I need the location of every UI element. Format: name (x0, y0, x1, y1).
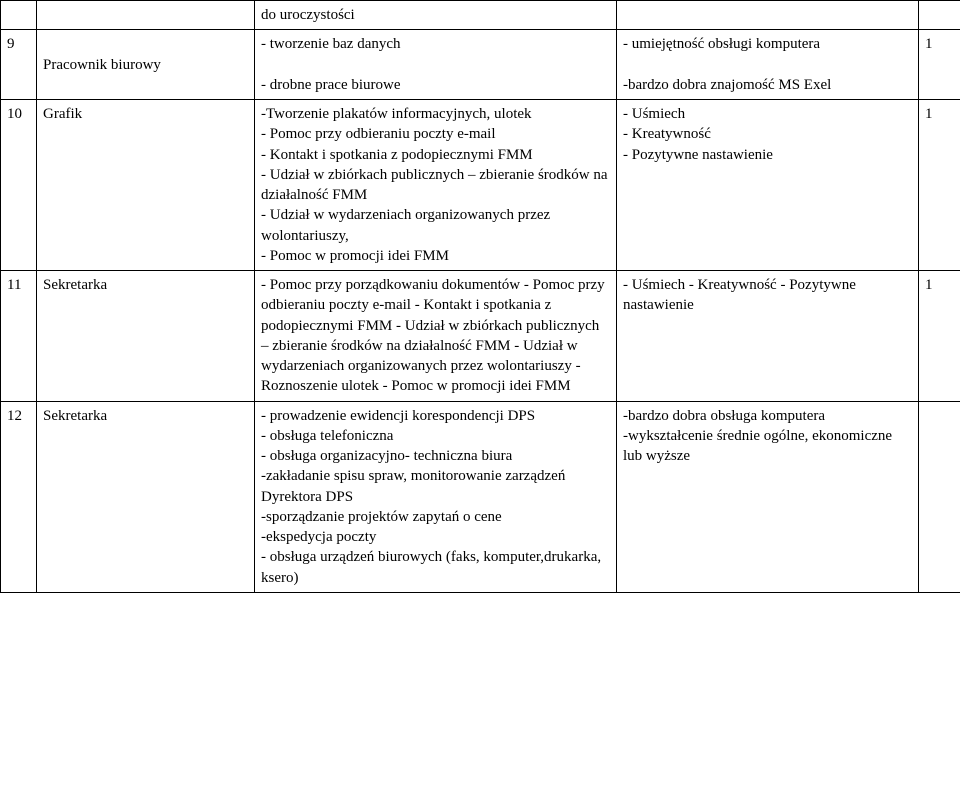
cell-num: 12 (1, 401, 37, 592)
table-row: 10 Grafik -Tworzenie plakatów informacyj… (1, 100, 960, 271)
cell-count: 1 (919, 100, 960, 271)
table-row: 9 Pracownik biurowy - tworzenie baz dany… (1, 30, 960, 100)
cell-count (919, 401, 960, 592)
cell-req: - Uśmiech - Kreatywność - Pozytywne nast… (617, 271, 919, 402)
table-row: 12 Sekretarka - prowadzenie ewidencji ko… (1, 401, 960, 592)
cell-count (919, 1, 960, 30)
cell-desc: -Tworzenie plakatów informacyjnych, ulot… (255, 100, 617, 271)
cell-num: 11 (1, 271, 37, 402)
cell-num: 9 (1, 30, 37, 100)
cell-desc: - Pomoc przy porządkowaniu dokumentów - … (255, 271, 617, 402)
cell-title: Sekretarka (37, 401, 255, 592)
cell-num: 10 (1, 100, 37, 271)
cell-title (37, 1, 255, 30)
cell-desc: - prowadzenie ewidencji korespondencji D… (255, 401, 617, 592)
cell-req: - umiejętność obsługi komputera -bardzo … (617, 30, 919, 100)
cell-req (617, 1, 919, 30)
cell-req: -bardzo dobra obsługa komputera -wykszta… (617, 401, 919, 592)
cell-req: - Uśmiech - Kreatywność - Pozytywne nast… (617, 100, 919, 271)
cell-title: Grafik (37, 100, 255, 271)
cell-desc: do uroczystości (255, 1, 617, 30)
table-row: do uroczystości (1, 1, 960, 30)
cell-title: Sekretarka (37, 271, 255, 402)
cell-count: 1 (919, 30, 960, 100)
table-row: 11 Sekretarka - Pomoc przy porządkowaniu… (1, 271, 960, 402)
table-body: do uroczystości 9 Pracownik biurowy - tw… (1, 1, 960, 593)
job-table: do uroczystości 9 Pracownik biurowy - tw… (0, 0, 960, 593)
cell-num (1, 1, 37, 30)
cell-count: 1 (919, 271, 960, 402)
cell-desc: - tworzenie baz danych - drobne prace bi… (255, 30, 617, 100)
cell-title: Pracownik biurowy (37, 30, 255, 100)
